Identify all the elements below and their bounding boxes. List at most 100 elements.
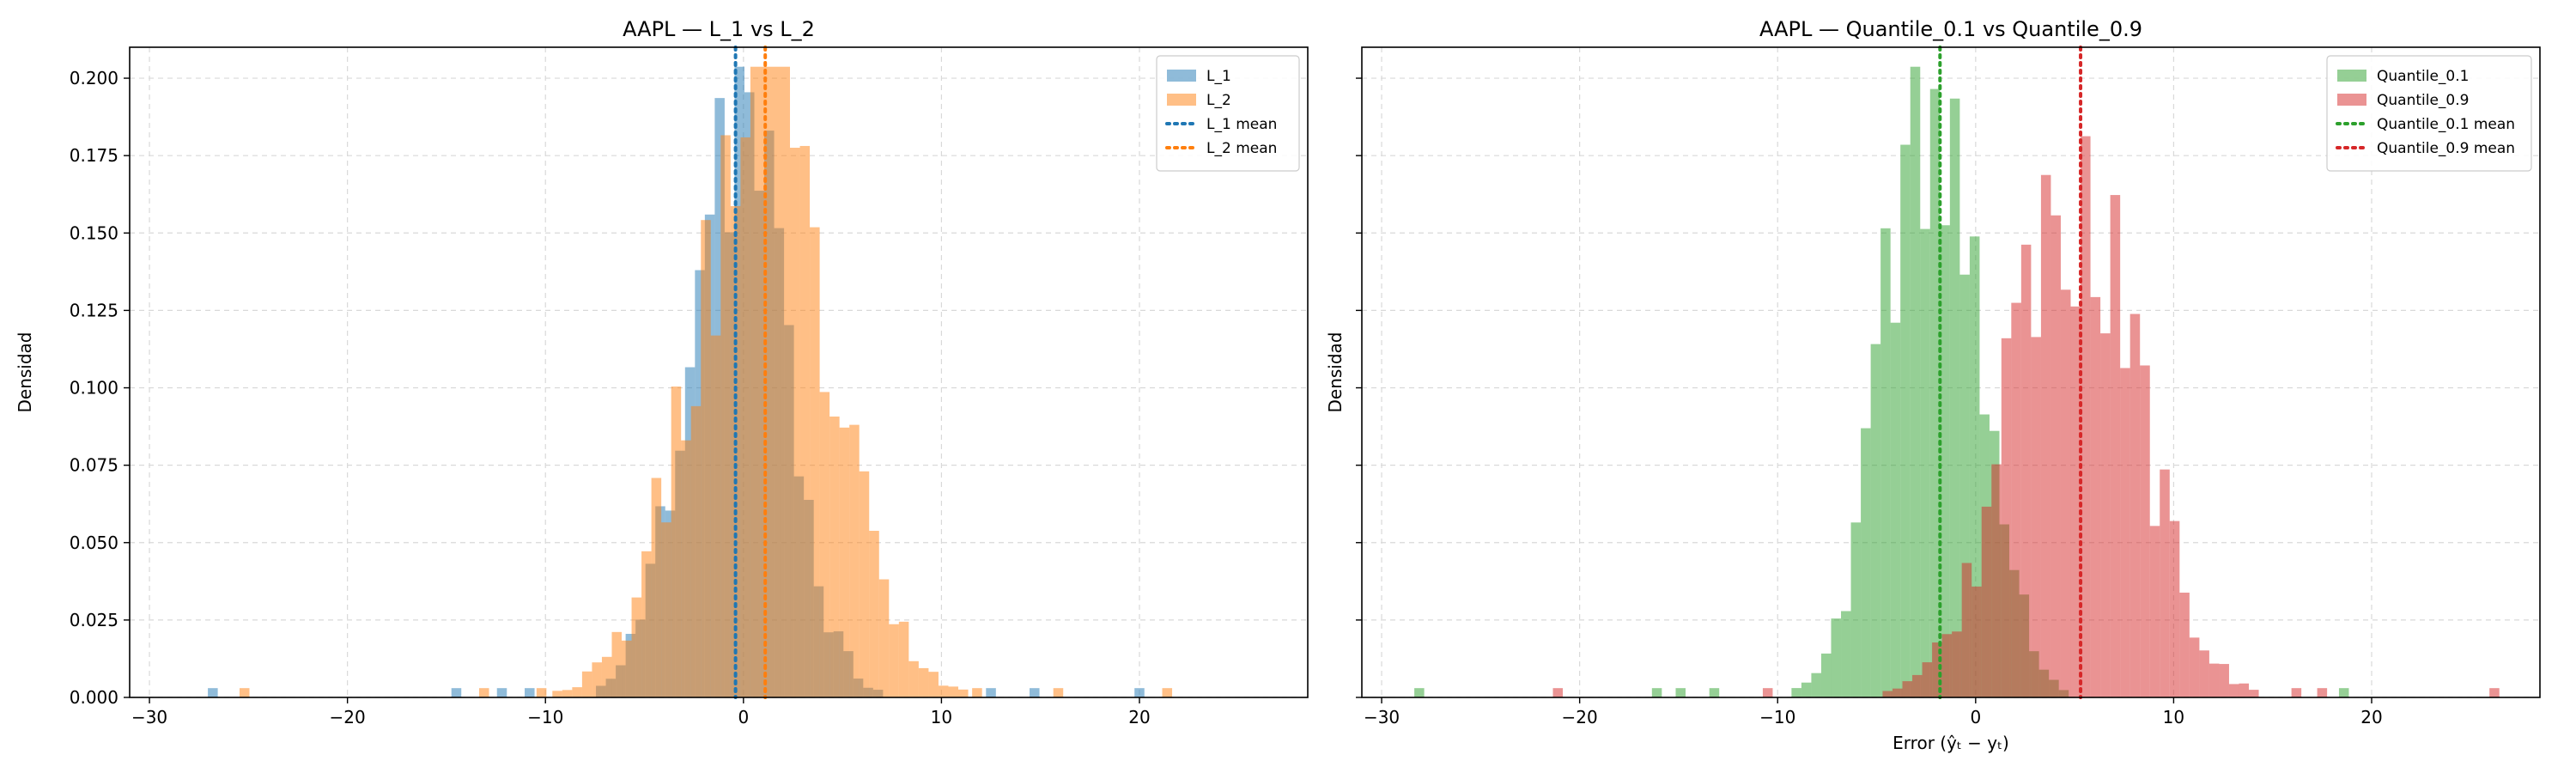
- x-tick-label: −10: [527, 707, 563, 727]
- histogram-bar: [2338, 688, 2349, 697]
- histogram-bar: [1902, 681, 1913, 697]
- histogram-bar: [2160, 469, 2170, 697]
- y-axis: [1356, 77, 1362, 698]
- histogram-bar: [1890, 322, 1901, 697]
- x-tick-label: −20: [330, 707, 366, 727]
- histogram-bar: [1929, 88, 1941, 698]
- histogram-bar: [1941, 634, 1953, 697]
- histogram-bar: [1841, 611, 1851, 697]
- histogram-bar: [1912, 674, 1923, 697]
- histogram-bar: [1801, 682, 1812, 697]
- histogram-bar: [740, 137, 750, 697]
- histogram-bar: [2189, 637, 2200, 697]
- histogram-bar: [2060, 289, 2071, 697]
- legend-swatch: [1167, 70, 1196, 82]
- histogram-bar: [631, 597, 642, 697]
- histogram-bar: [2040, 174, 2051, 698]
- legend-label: Quantile_0.1: [2377, 68, 2469, 85]
- histogram-bar: [2070, 306, 2081, 697]
- histogram-bar: [2020, 244, 2032, 697]
- histogram-bar: [1952, 631, 1962, 697]
- histogram-bar: [1811, 673, 1821, 697]
- x-tick-label: 0: [1970, 707, 1981, 727]
- histogram-bar: [1870, 344, 1881, 697]
- y-tick-label: 0.000: [70, 687, 118, 708]
- x-axis-label: Error (ŷₜ − yₜ): [1893, 733, 2009, 753]
- legend-swatch: [1167, 94, 1196, 106]
- histogram-bar: [2169, 520, 2180, 697]
- legend-label: Quantile_0.1 mean: [2377, 116, 2515, 133]
- histogram-bar: [2100, 333, 2111, 697]
- histogram-bar: [1414, 688, 1425, 697]
- histogram-bar: [2090, 296, 2101, 697]
- histogram-bar: [451, 688, 462, 697]
- x-tick-label: 20: [2360, 707, 2382, 727]
- legend-label: L_1: [1206, 68, 1231, 85]
- histogram-bar: [986, 688, 996, 697]
- histogram-bar: [1949, 98, 1960, 697]
- x-tick-label: −30: [131, 707, 167, 727]
- series-Quantile_0.9: [1882, 136, 2259, 698]
- histogram-bar: [1651, 688, 1662, 697]
- histogram-bar: [1920, 228, 1930, 697]
- histogram-bar: [2179, 593, 2190, 697]
- histogram-bar: [1922, 662, 1933, 697]
- legend-label: L_2: [1206, 92, 1231, 109]
- chart-panel-1: −30 −20 −10 0 10 200.0000.0250.0500.0750.1000…: [15, 17, 1309, 727]
- histogram-bar: [1882, 691, 1893, 697]
- histogram-bar: [2489, 688, 2500, 697]
- histogram-bar: [889, 624, 899, 697]
- histogram-bar: [829, 416, 840, 697]
- chart-title: AAPL — L_1 vs L_2: [623, 17, 815, 41]
- histogram-bar: [1969, 236, 1980, 697]
- histogram-bar: [2001, 338, 2012, 697]
- y-tick-label: 0.125: [70, 300, 118, 320]
- histogram-bar: [869, 531, 879, 697]
- histogram-bar: [878, 579, 890, 697]
- histogram-bar: [720, 135, 731, 698]
- legend: Quantile_0.1 Quantile_0.9 Quantile_0.1 mea…: [2326, 55, 2532, 172]
- y-tick-label: 0.025: [70, 610, 118, 630]
- histogram-bar: [641, 551, 652, 697]
- histogram-bar: [938, 685, 949, 697]
- histogram-bar: [908, 660, 919, 697]
- legend-label: Quantile_0.9: [2377, 92, 2469, 109]
- histogram-bar: [1791, 688, 1801, 697]
- histogram-bar: [972, 688, 982, 697]
- x-tick-label: 10: [931, 707, 952, 727]
- x-tick-label: 10: [2163, 707, 2184, 727]
- histogram-bar: [2110, 195, 2121, 698]
- histogram-bar: [2140, 365, 2150, 697]
- histogram-bar: [780, 66, 791, 697]
- y-tick-label: 0.150: [70, 222, 118, 243]
- histogram-bar: [2208, 663, 2220, 697]
- histogram-bar: [536, 688, 547, 697]
- histogram-bar: [769, 66, 781, 697]
- histogram-bar: [1675, 688, 1686, 697]
- legend-label: Quantile_0.9 mean: [2377, 140, 2515, 157]
- histogram-bar: [2317, 688, 2328, 697]
- histogram-bar: [525, 688, 535, 697]
- histogram-bar: [958, 689, 969, 697]
- histogram-bar: [1850, 522, 1862, 697]
- histogram-bar: [208, 688, 218, 697]
- histogram-bar: [1880, 228, 1891, 697]
- histogram-bar: [1861, 428, 1871, 697]
- histogram-bar: [819, 392, 830, 697]
- histogram-bar: [661, 522, 671, 697]
- histogram-bar: [2228, 684, 2239, 697]
- histogram-bar: [552, 691, 562, 697]
- y-tick-label: 0.175: [70, 145, 118, 166]
- histogram-bar: [1991, 464, 2002, 697]
- histogram-bar: [1134, 688, 1145, 697]
- histogram-bar: [239, 688, 250, 697]
- legend: L_1 L_2 L_1 mean L_2 mean: [1156, 55, 1300, 172]
- x-tick-label: −10: [1759, 707, 1795, 727]
- histogram-bar: [710, 335, 721, 697]
- histogram-bar: [681, 440, 691, 697]
- histogram-bar: [839, 427, 850, 697]
- histogram-bar: [572, 687, 582, 697]
- legend-label: L_2 mean: [1206, 140, 1277, 157]
- x-tick-label: −30: [1364, 707, 1400, 727]
- legend-swatch: [2337, 94, 2366, 106]
